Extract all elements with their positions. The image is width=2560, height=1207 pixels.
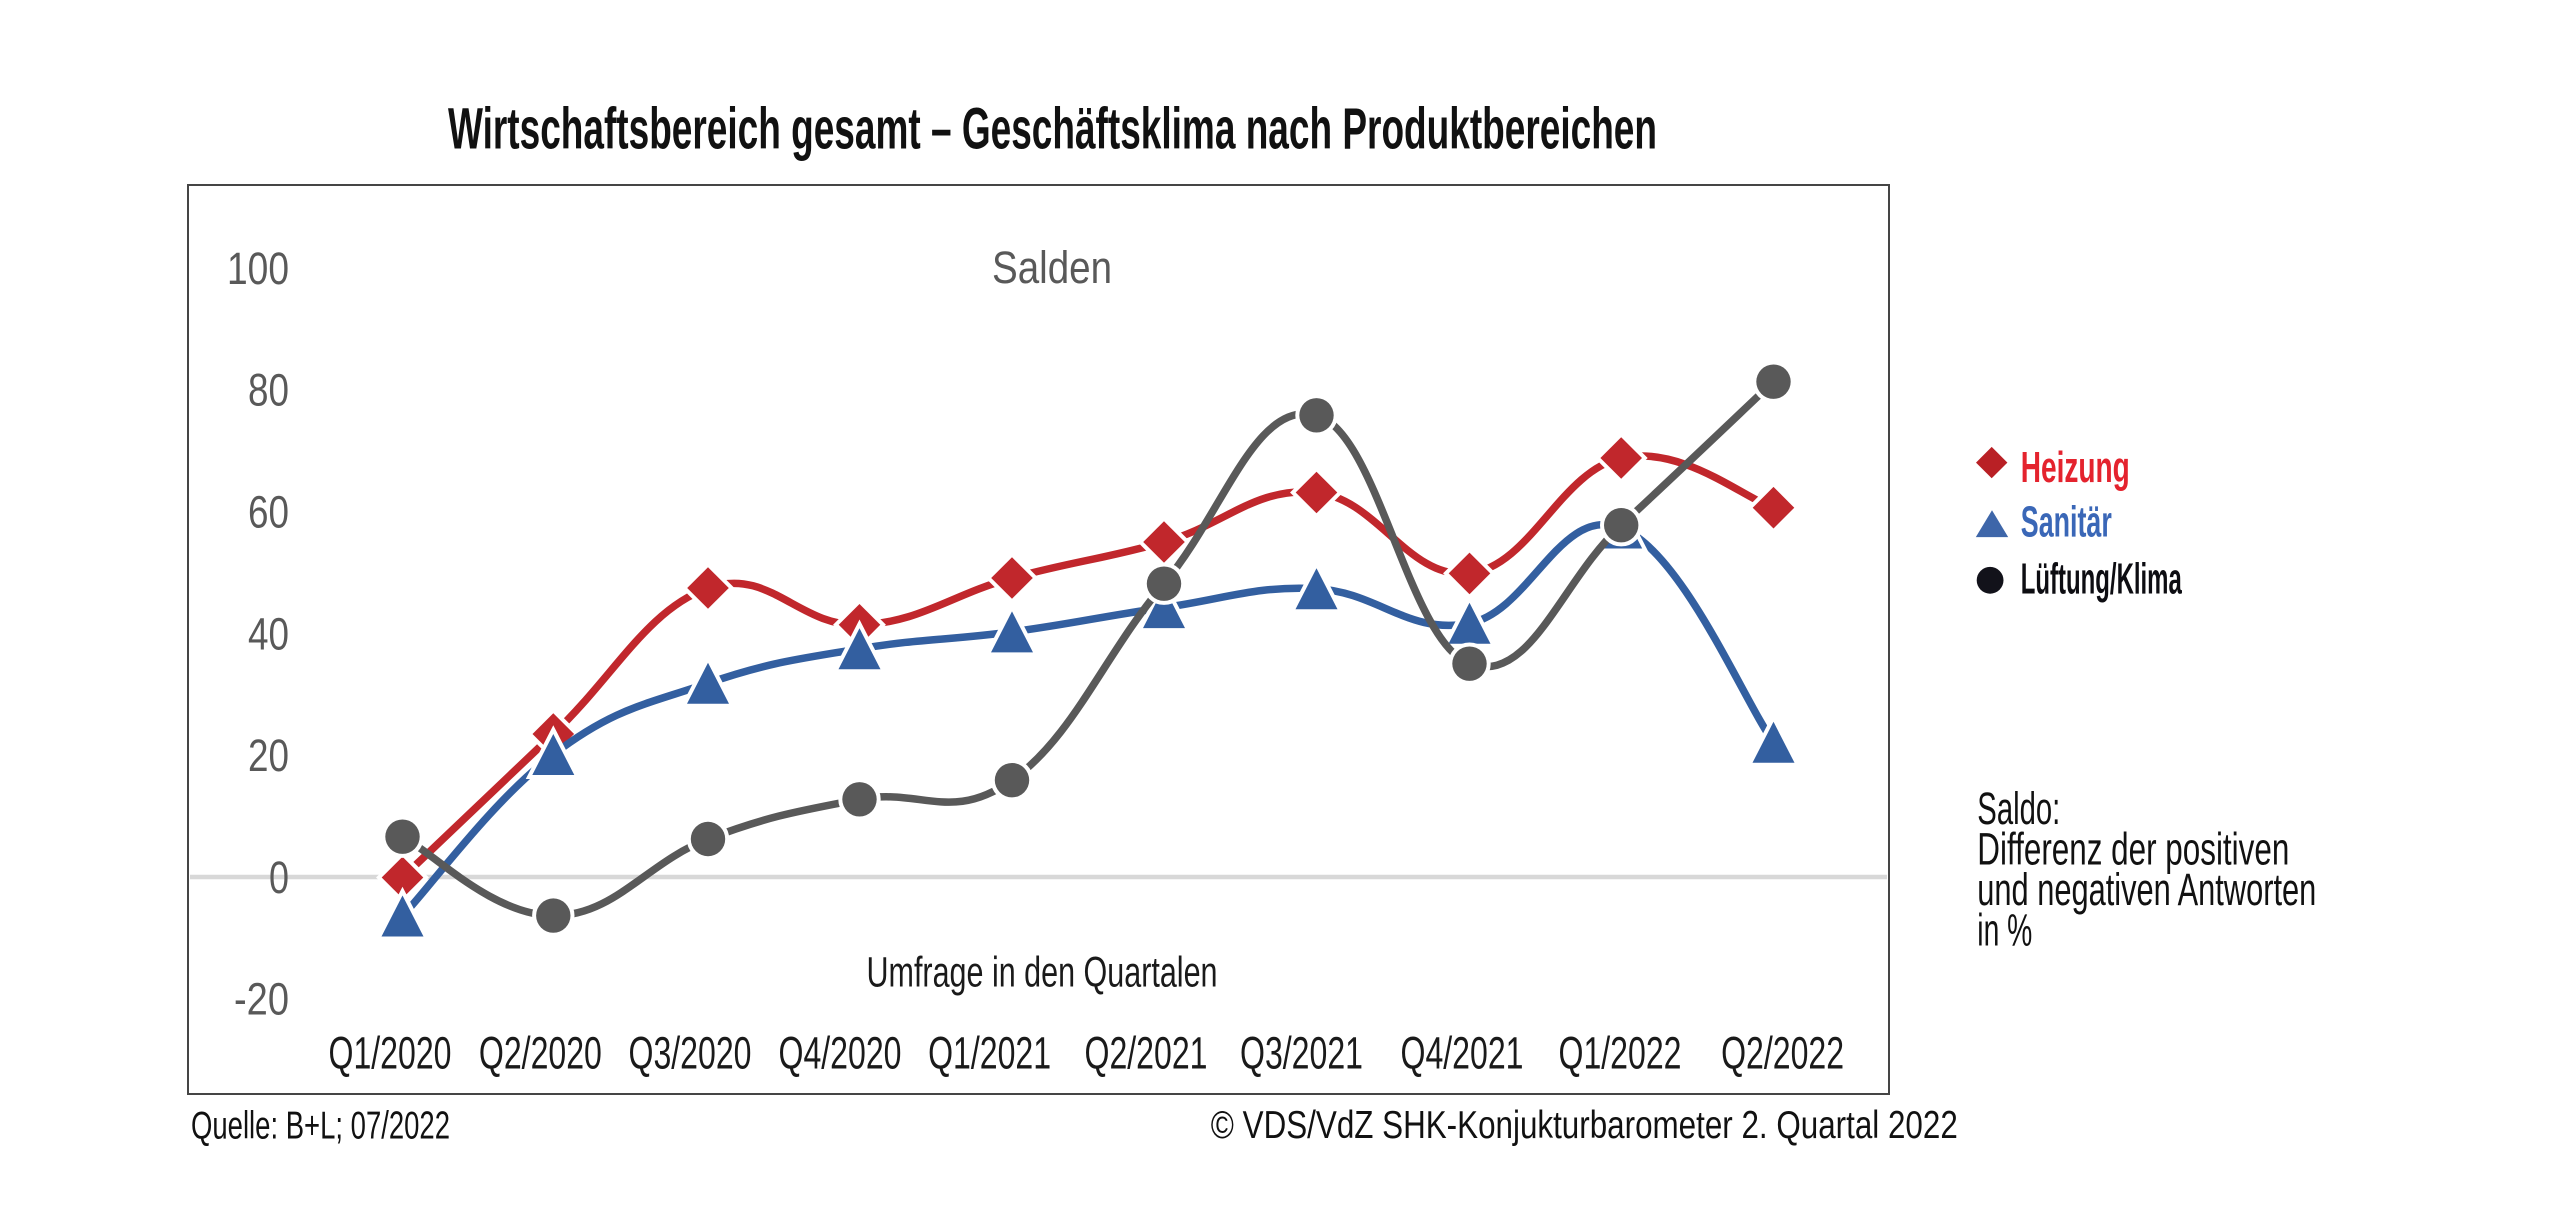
- svg-text:Q3/2020: Q3/2020: [629, 1028, 752, 1079]
- svg-text:© VDS/VdZ SHK-Konjukturbaromet: © VDS/VdZ SHK-Konjukturbarometer 2. Quar…: [1211, 1104, 1958, 1147]
- svg-text:100: 100: [227, 243, 289, 294]
- svg-text:Sanitär: Sanitär: [2021, 497, 2112, 546]
- svg-text:in %: in %: [1977, 904, 2032, 955]
- svg-text:und negativen Antworten: und negativen Antworten: [1977, 864, 2316, 915]
- svg-text:Q1/2022: Q1/2022: [1559, 1028, 1682, 1079]
- svg-text:Salden: Salden: [992, 242, 1112, 293]
- svg-text:Heizung: Heizung: [2021, 443, 2130, 492]
- svg-text:Q1/2020: Q1/2020: [329, 1028, 452, 1079]
- svg-text:Q1/2021: Q1/2021: [928, 1028, 1051, 1079]
- svg-text:Q4/2021: Q4/2021: [1401, 1028, 1524, 1079]
- svg-text:Umfrage in den Quartalen: Umfrage in den Quartalen: [867, 949, 1218, 997]
- svg-text:60: 60: [248, 487, 289, 538]
- svg-text:Q4/2020: Q4/2020: [779, 1028, 902, 1079]
- svg-text:Wirtschaftsbereich gesamt – Ge: Wirtschaftsbereich gesamt – Geschäftskli…: [448, 97, 1657, 162]
- svg-text:Q2/2021: Q2/2021: [1085, 1028, 1208, 1079]
- svg-text:Differenz der positiven: Differenz der positiven: [1977, 823, 2289, 874]
- svg-text:Saldo:: Saldo:: [1977, 783, 2060, 834]
- svg-text:Quelle: B+L; 07/2022: Quelle: B+L; 07/2022: [191, 1105, 450, 1148]
- svg-text:80: 80: [248, 365, 289, 416]
- svg-text:-20: -20: [234, 974, 289, 1025]
- svg-text:Q2/2020: Q2/2020: [479, 1028, 602, 1079]
- svg-text:Lüftung/Klima: Lüftung/Klima: [2021, 555, 2182, 604]
- svg-text:20: 20: [248, 730, 289, 781]
- svg-text:Q2/2022: Q2/2022: [1721, 1028, 1844, 1079]
- svg-text:0: 0: [269, 852, 289, 903]
- svg-text:40: 40: [248, 608, 289, 659]
- svg-text:Q3/2021: Q3/2021: [1240, 1028, 1363, 1079]
